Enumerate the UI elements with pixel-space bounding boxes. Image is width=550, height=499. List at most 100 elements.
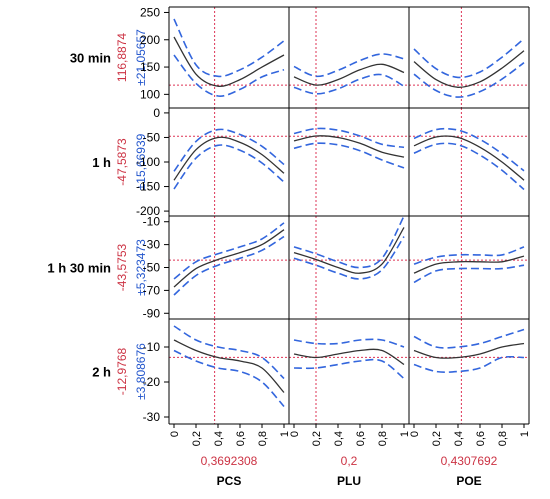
x-tick-label-2-1: 0,2 [431, 431, 443, 446]
ci-lower-curve-3-2 [413, 355, 525, 373]
y-tick-label-1-3: -150 [136, 180, 160, 194]
y-tick-label-3-1: -20 [143, 375, 161, 389]
panel-2-2 [409, 216, 529, 319]
panel-1-0 [169, 108, 289, 216]
y-tick-label-1-0: 0 [153, 106, 160, 120]
panel-1-1 [289, 108, 409, 216]
row-label-1: 1 h [92, 155, 111, 170]
y-tick-label-0-3: 100 [140, 87, 160, 101]
prediction-curve-1-2 [413, 135, 525, 181]
prediction-curve-0-1 [293, 63, 405, 86]
x-tick-label-0-3: 0,6 [235, 431, 247, 446]
ci-upper-curve-3-2 [413, 328, 525, 349]
row-label-3: 2 h [92, 365, 111, 380]
x-tick-label-0-2: 0,4 [213, 431, 225, 446]
predicted-value-2: -43,5753 [115, 243, 129, 291]
panel-0-1 [289, 7, 409, 108]
panel-3-0 [169, 319, 289, 424]
x-tick-label-2-4: 0,8 [497, 431, 509, 446]
x-tick-label-1-3: 0,6 [355, 431, 367, 446]
x-current-value-1: 0,2 [341, 454, 358, 468]
prediction-curve-3-2 [413, 342, 525, 359]
prediction-curve-0-0 [173, 36, 285, 87]
ci-halfwidth-3: ±3,808676 [134, 343, 148, 400]
y-tick-label-1-4: -200 [136, 204, 160, 218]
predicted-value-0: 116,8874 [115, 33, 129, 82]
ci-upper-curve-1-0 [173, 128, 285, 172]
panel-2-1 [289, 216, 409, 319]
y-tick-label-2-0: -10 [143, 215, 161, 229]
x-tick-label-0-0: 0 [169, 431, 181, 437]
ci-upper-curve-2-1 [293, 216, 405, 269]
x-current-value-0: 0,3692308 [201, 454, 258, 468]
x-tick-label-1-2: 0,4 [333, 431, 345, 446]
y-tick-label-0-1: 200 [140, 33, 160, 47]
row-label-0: 30 min [70, 51, 111, 66]
y-tick-label-2-4: -90 [143, 306, 161, 320]
x-current-value-2: 0,4307692 [441, 454, 498, 468]
prediction-curve-3-1 [293, 348, 405, 366]
x-tick-label-0-1: 0,2 [191, 431, 203, 446]
ci-lower-curve-3-0 [173, 349, 285, 408]
y-tick-label-3-0: -10 [143, 340, 161, 354]
ci-upper-curve-2-0 [173, 222, 285, 280]
panel-1-2 [409, 108, 529, 216]
x-tick-label-2-0: 0 [409, 431, 421, 437]
panel-2-0 [169, 216, 289, 319]
prediction-curve-2-2 [413, 255, 525, 274]
x-tick-label-0-5: 1 [279, 431, 291, 437]
y-tick-label-3-2: -30 [143, 410, 161, 424]
ci-upper-curve-0-0 [173, 18, 285, 78]
prediction-curve-0-2 [413, 50, 525, 88]
panel-3-2 [409, 319, 529, 424]
panel-0-0 [169, 7, 289, 108]
ci-lower-curve-1-2 [413, 142, 525, 191]
ci-upper-curve-0-1 [293, 53, 405, 78]
ci-upper-curve-1-1 [293, 127, 405, 149]
y-tick-label-2-1: -30 [143, 238, 161, 252]
y-tick-label-2-3: -70 [143, 283, 161, 297]
predicted-value-3: -12,9768 [115, 347, 129, 395]
y-tick-label-0-2: 150 [140, 60, 160, 74]
x-factor-name-2: POE [456, 474, 481, 488]
x-tick-label-1-4: 0,8 [377, 431, 389, 446]
predicted-value-1: -47,5873 [115, 138, 129, 186]
prediction-curve-1-1 [293, 135, 405, 158]
ci-upper-curve-3-1 [293, 338, 405, 348]
ci-upper-curve-2-2 [413, 246, 525, 265]
ci-lower-curve-0-0 [173, 54, 285, 97]
ci-halfwidth-0: ±21,05657 [134, 29, 148, 86]
x-tick-label-0-4: 0,8 [257, 431, 269, 446]
prediction-curve-1-0 [173, 136, 285, 181]
ci-lower-curve-2-2 [413, 264, 525, 284]
panel-3-1 [289, 319, 409, 424]
x-factor-name-0: PCS [217, 474, 242, 488]
ci-lower-curve-2-0 [173, 235, 285, 296]
ci-lower-curve-2-1 [293, 236, 405, 280]
prediction-curve-2-1 [293, 227, 405, 274]
ci-halfwidth-1: ±15,66939 [134, 133, 148, 190]
x-tick-label-2-3: 0,6 [475, 431, 487, 446]
ci-upper-curve-0-2 [413, 38, 525, 79]
y-tick-label-0-0: 250 [140, 5, 160, 19]
x-tick-label-2-2: 0,4 [453, 431, 465, 446]
ci-halfwidth-2: ±5,323473 [134, 239, 148, 296]
ci-lower-curve-0-2 [413, 62, 525, 98]
ci-lower-curve-1-1 [293, 142, 405, 169]
x-tick-label-1-1: 0,2 [311, 431, 323, 446]
row-label-2: 1 h 30 min [47, 261, 111, 276]
y-tick-label-2-2: -50 [143, 261, 161, 275]
x-tick-label-1-0: 0 [289, 431, 301, 437]
ci-upper-curve-3-0 [173, 325, 285, 380]
prediction-curve-2-0 [173, 229, 285, 288]
y-tick-label-1-1: -50 [143, 130, 161, 144]
x-factor-name-1: PLU [337, 474, 361, 488]
ci-lower-curve-3-1 [293, 358, 405, 380]
y-tick-label-1-2: -100 [136, 155, 160, 169]
x-tick-label-2-5: 1 [519, 431, 531, 437]
ci-lower-curve-1-0 [173, 144, 285, 190]
ci-upper-curve-1-2 [413, 127, 525, 172]
x-tick-label-1-5: 1 [399, 431, 411, 437]
panel-0-2 [409, 7, 529, 108]
